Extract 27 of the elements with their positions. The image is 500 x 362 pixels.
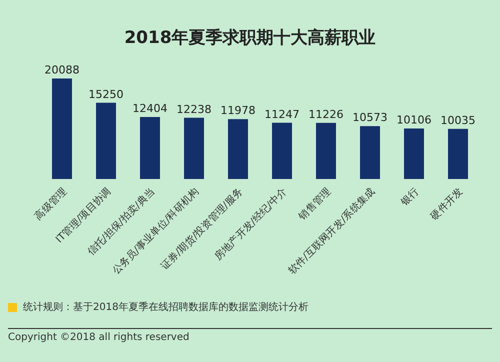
data-label: 11247 [264, 108, 300, 121]
x-tick-label: 硬件开发 [429, 186, 466, 222]
data-label: 12238 [176, 102, 212, 116]
bar [228, 119, 248, 179]
data-label: 10106 [396, 113, 432, 126]
x-tick-label: 高级管理 [32, 186, 70, 222]
bar [140, 116, 160, 179]
x-tick-label: 销售管理 [296, 186, 334, 224]
bar [316, 122, 336, 179]
bar [96, 102, 116, 179]
bar [272, 122, 292, 179]
data-label: 10035 [440, 114, 476, 127]
data-label: 10573 [352, 111, 388, 124]
bar [404, 128, 424, 179]
bar [448, 128, 468, 179]
text: Copyright ©2018 all rights reserved [8, 332, 190, 343]
x-tick-label: 银行 [398, 186, 422, 209]
data-label: 20088 [44, 64, 80, 77]
text: 统计规则：基于2018年夏季在线招聘数据库的数据监测统计分析 [23, 300, 308, 314]
data-label: 12404 [132, 102, 168, 115]
bar [184, 118, 204, 179]
data-label: 15250 [88, 88, 124, 101]
bar [52, 78, 72, 179]
bar [360, 126, 380, 179]
data-label: 11978 [220, 104, 256, 118]
chart-title: 2018年夏季求职期十大高薪职业 [123, 27, 377, 49]
data-label: 11226 [308, 108, 344, 121]
